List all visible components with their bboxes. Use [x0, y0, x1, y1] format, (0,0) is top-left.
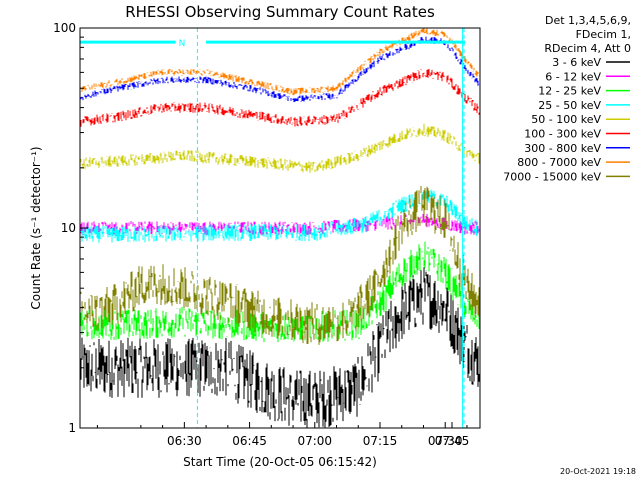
legend-label: 100 - 300 keV: [524, 128, 601, 141]
x-tick-label: 06:45: [232, 434, 267, 448]
legend-label: 50 - 100 keV: [531, 113, 601, 126]
x-tick-label: 07:15: [363, 434, 398, 448]
y-tick-label: 100: [53, 21, 76, 35]
series-line-6: [80, 36, 480, 103]
timestamp: 20-Oct-2021 19:18: [560, 467, 636, 476]
y-tick-label: 1: [68, 421, 76, 435]
series-line-4: [80, 123, 480, 173]
x-axis-label: Start Time (20-Oct-05 06:15:42): [183, 455, 377, 469]
series-line-2: [80, 241, 480, 343]
series-line-3: [80, 188, 480, 243]
chart-title: RHESSI Observing Summary Count Rates: [125, 3, 435, 21]
legend-label: 300 - 800 keV: [524, 142, 601, 155]
legend-label: 25 - 50 keV: [538, 99, 601, 112]
series-line-0: [80, 267, 480, 428]
legend-header-line: FDecim 1,: [576, 28, 631, 41]
legend-label: 7000 - 15000 keV: [503, 170, 601, 183]
legend-label: 6 - 12 keV: [545, 70, 601, 83]
series-line-5: [80, 68, 480, 127]
y-tick-label: 10: [61, 221, 76, 235]
x-tick-label: 06:30: [167, 434, 202, 448]
y-axis-label: Count Rate (s⁻¹ detector⁻¹): [29, 146, 43, 309]
legend-header-line: RDecim 4, Att 0: [544, 42, 631, 55]
legend-label: 800 - 7000 keV: [517, 156, 601, 169]
x-tick-label: 07:00: [297, 434, 332, 448]
legend-label: 3 - 6 keV: [552, 56, 601, 69]
legend-label: 12 - 25 keV: [538, 85, 601, 98]
x-tick-label: 07:45: [435, 434, 470, 448]
legend-header-line: Det 1,3,4,5,6,9,: [545, 14, 631, 27]
series-line-8: [80, 186, 480, 345]
x-tick-label: 07:30: [428, 434, 463, 448]
bar-label: N: [179, 39, 186, 49]
